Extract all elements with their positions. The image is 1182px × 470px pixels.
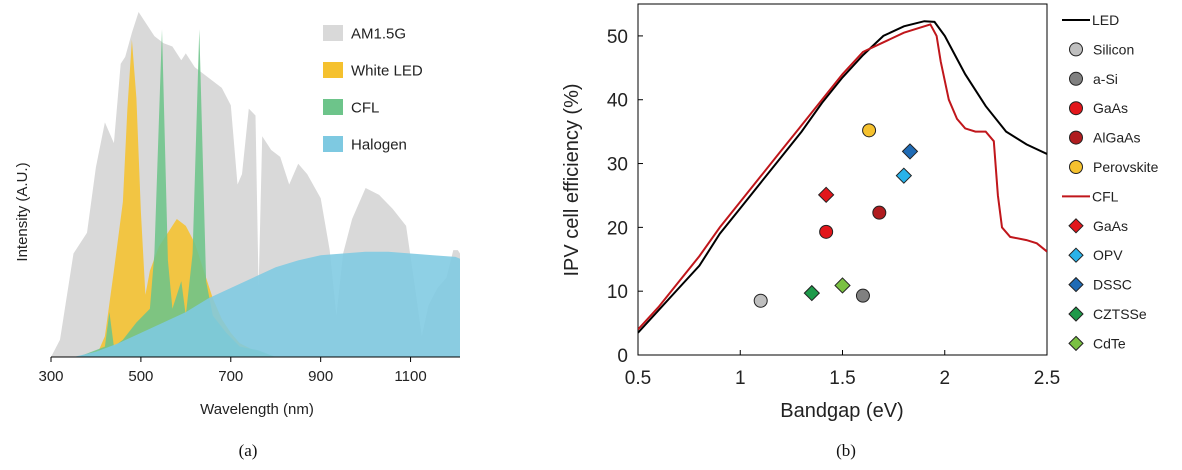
legend-a: AM1.5G White LED CFL Halogen	[323, 25, 423, 154]
x-tick-label-a: 900	[308, 368, 333, 385]
legend-label-am1-5g: AM1.5G	[351, 26, 406, 43]
legend-marker-gaas	[1068, 218, 1084, 234]
point-circle-silicon	[753, 293, 768, 308]
legend-marker-gaas	[1069, 101, 1083, 116]
legend-marker-opv	[1068, 247, 1084, 263]
x-ticks-b: 0.5 1 1.5 2 2.5	[625, 350, 1060, 389]
legend-b: LED Silicon a-Si GaAs AlGaAs Perovskite CFL GaA…	[1062, 12, 1159, 351]
y-tick-label-b: 0	[617, 346, 628, 367]
legend-marker-a-si	[1069, 71, 1083, 86]
legend-label-a-si: a-Si	[1093, 71, 1118, 87]
plot-lines-b	[638, 20, 1047, 334]
point-circle-a-si	[855, 288, 870, 303]
legend-label-opv: OPV	[1093, 247, 1123, 263]
legend-swatch-am1-5g	[323, 25, 343, 41]
legend-marker-silicon	[1069, 42, 1083, 57]
y-axis-title-b: IPV cell efficiency (%)	[561, 83, 583, 276]
y-axis-title-a: Intensity (A.U.)	[14, 162, 31, 261]
area-halogen	[51, 251, 460, 357]
point-diamond-cdte	[834, 277, 851, 294]
x-tick-label-b: 0.5	[625, 368, 651, 389]
point-diamond-gaas	[817, 186, 835, 204]
legend-label-gaas: GaAs	[1093, 218, 1128, 234]
legend-label-gaas: GaAs	[1093, 100, 1128, 116]
legend-swatch-white-led	[323, 62, 343, 78]
y-tick-label-b: 10	[607, 282, 628, 303]
area-cfl	[51, 29, 460, 358]
legend-label-perovskite: Perovskite	[1093, 159, 1159, 175]
x-tick-label-a: 1100	[394, 368, 426, 385]
y-ticks-b: 0 10 20 30 40 50	[607, 27, 643, 367]
x-tick-label-a: 500	[128, 368, 153, 385]
y-tick-label-b: 40	[607, 91, 628, 112]
x-axis-title-a: Wavelength (nm)	[200, 401, 314, 418]
x-ticks-a: 300 500 700 900 1100	[38, 357, 427, 385]
legend-label-halogen: Halogen	[351, 137, 407, 154]
y-tick-label-b: 30	[607, 155, 628, 176]
point-diamond-cztsse	[803, 284, 821, 302]
panel-label-a: (a)	[239, 441, 258, 460]
point-circle-perovskite	[862, 123, 877, 138]
panel-b: 0.5 1 1.5 2 2.5 0 10 20 30 40 50 Bandgap (eV) IPV…	[561, 3, 1159, 460]
y-tick-label-b: 20	[607, 218, 628, 239]
point-circle-algaas	[872, 205, 887, 220]
y-tick-label-b: 50	[607, 27, 628, 48]
x-tick-label-a: 700	[218, 368, 243, 385]
legend-swatch-halogen	[323, 136, 343, 152]
panel-label-b: (b)	[836, 441, 856, 460]
x-axis-title-b: Bandgap (eV)	[780, 400, 903, 422]
x-tick-label-b: 2.5	[1034, 368, 1060, 389]
legend-swatch-cfl	[323, 99, 343, 115]
x-tick-label-b: 1	[735, 368, 746, 389]
legend-label-cztsse: CZTSSe	[1093, 306, 1147, 322]
point-diamond-opv	[895, 167, 913, 184]
legend-label-cdte: CdTe	[1093, 335, 1126, 351]
line-cfl	[638, 23, 1047, 331]
legend-marker-perovskite	[1069, 160, 1083, 174]
legend-marker-algaas	[1069, 130, 1083, 145]
legend-marker-cdte	[1068, 335, 1084, 352]
legend-label-led: LED	[1092, 12, 1119, 28]
x-tick-label-b: 2	[939, 368, 950, 389]
legend-marker-cztsse	[1068, 306, 1084, 322]
x-tick-label-a: 300	[38, 368, 63, 385]
legend-label-dssc: DSSC	[1093, 277, 1132, 293]
point-diamond-dssc	[901, 143, 919, 160]
legend-label-cfl: CFL	[1092, 188, 1119, 204]
point-circle-gaas	[819, 224, 834, 239]
plot-frame-b	[637, 3, 1048, 356]
plot-area-a	[51, 12, 460, 358]
line-led	[638, 20, 1047, 334]
legend-label-white-led: White LED	[351, 63, 423, 80]
plot-markers-b	[753, 123, 919, 308]
legend-label-algaas: AlGaAs	[1093, 130, 1140, 146]
legend-label-cfl: CFL	[351, 100, 379, 117]
legend-marker-dssc	[1068, 276, 1084, 293]
panel-a: 300 500 700 900 1100 Wavelength (nm) Intensi…	[14, 12, 460, 460]
legend-label-silicon: Silicon	[1093, 41, 1134, 57]
x-tick-label-b: 1.5	[829, 368, 855, 389]
